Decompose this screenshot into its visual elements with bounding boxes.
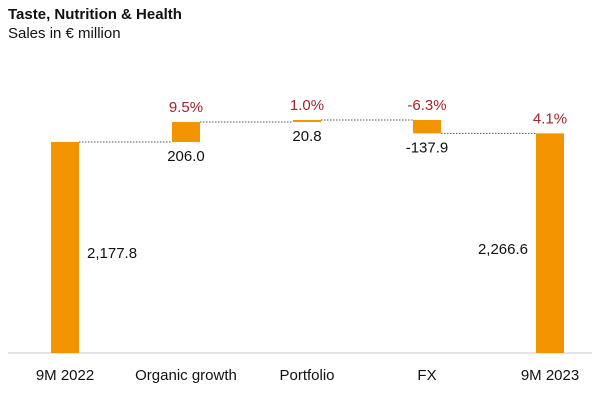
category-label-9m-2023: 9M 2023	[521, 367, 579, 384]
percent-label: 9.5%	[169, 99, 203, 116]
value-label: 206.0	[167, 148, 205, 165]
value-label: -137.9	[406, 139, 449, 156]
bar-organic-growth	[172, 122, 200, 142]
percent-label: -6.3%	[407, 97, 446, 114]
value-labels: 2,177.8 206.0 20.8 -137.9 2,266.6	[87, 128, 528, 262]
category-label-portfolio: Portfolio	[279, 367, 334, 384]
bar-9m-2023	[536, 133, 564, 353]
value-label: 2,177.8	[87, 245, 137, 262]
category-labels: 9M 2022 Organic growth Portfolio FX 9M 2023	[36, 367, 579, 384]
percent-label: 4.1%	[533, 110, 567, 127]
chart-title: Taste, Nutrition & Health	[8, 6, 182, 23]
connector-lines	[79, 119, 536, 143]
percent-labels: 9.5% 1.0% -6.3% 4.1%	[169, 97, 567, 127]
bar-portfolio	[293, 120, 321, 123]
category-label-fx: FX	[417, 367, 436, 384]
category-label-organic-growth: Organic growth	[135, 367, 237, 384]
value-label: 20.8	[292, 128, 321, 145]
bars	[51, 120, 564, 353]
bar-fx	[413, 120, 441, 134]
category-label-9m-2022: 9M 2022	[36, 367, 94, 384]
bar-9m-2022	[51, 141, 79, 353]
value-label: 2,266.6	[478, 241, 528, 258]
percent-label: 1.0%	[290, 97, 324, 114]
chart-subtitle: Sales in € million	[8, 25, 121, 42]
